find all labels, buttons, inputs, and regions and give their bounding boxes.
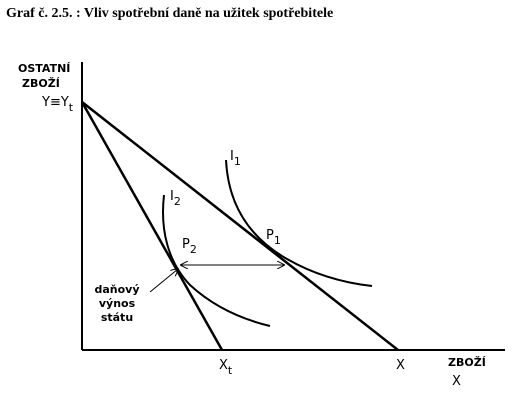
i1-label: I1 <box>230 149 241 168</box>
tax-note: daňový <box>94 283 139 296</box>
p1-label: P1 <box>266 228 281 247</box>
x-label: X <box>396 358 405 373</box>
xt-label: Xt <box>219 358 233 377</box>
label-main: I <box>230 149 234 164</box>
i2-label: I2 <box>170 189 181 208</box>
label-sub: 2 <box>174 195 181 208</box>
tax-note: státu <box>101 311 133 324</box>
indifference-curve-1 <box>225 159 373 287</box>
y-axis-label: ZBOŽÍ <box>22 77 60 90</box>
label-main: I <box>170 189 174 204</box>
label-sub: t <box>69 101 74 114</box>
x-axis-label: ZBOŽÍ <box>448 356 486 369</box>
label-sub: 1 <box>274 234 281 247</box>
label-main: P <box>266 228 274 243</box>
p2-label: P2 <box>182 237 197 256</box>
y-intercept-label: Y≡Yt <box>41 95 74 114</box>
title: Graf č. 2.5. : Vliv spotřební daně na už… <box>6 6 333 21</box>
label-main: X <box>219 358 228 373</box>
budget-line <box>81 101 399 351</box>
indifference-curve-2 <box>162 194 271 327</box>
label-sub: t <box>228 364 233 377</box>
label-sub: 1 <box>234 155 241 168</box>
label-sub: 2 <box>190 243 197 256</box>
label-main: Y≡Y <box>41 95 69 110</box>
y-axis-label: OSTATNÍ <box>18 62 70 75</box>
budget-line-tax <box>80 101 224 351</box>
pointer-arrow <box>149 269 178 293</box>
label-main: P <box>182 237 190 252</box>
tax-note: výnos <box>99 297 136 310</box>
x-axis-label: X <box>452 374 461 389</box>
